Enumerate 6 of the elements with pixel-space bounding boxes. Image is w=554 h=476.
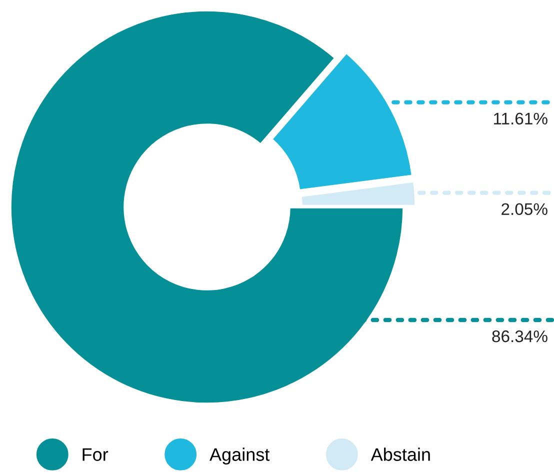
legend-label: Abstain [370, 448, 430, 461]
data-label: 2.05% [502, 203, 548, 216]
data-label: 86.34% [492, 330, 548, 342]
legend-label: Against [210, 448, 270, 465]
legend-label: For [82, 448, 108, 461]
data-label: 11.61% [494, 112, 548, 125]
